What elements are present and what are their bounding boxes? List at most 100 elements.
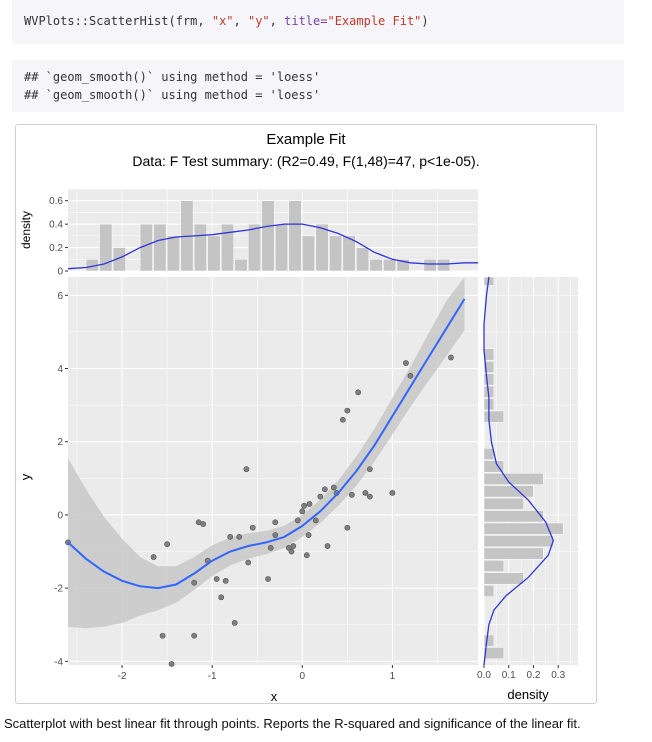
scatter-point — [159, 632, 166, 639]
scatter-point — [218, 594, 225, 601]
scatter-point — [231, 620, 238, 626]
chart-title: Example Fit — [266, 131, 346, 148]
smooth-fit-line — [67, 298, 466, 590]
scatter-point — [227, 533, 234, 540]
code-arg-x: "x" — [211, 14, 234, 28]
scatter-point — [272, 519, 279, 526]
top-y-tick-label: 0 — [57, 267, 63, 278]
right-x-tick-label: 0.3 — [551, 670, 565, 681]
top-density-label: density — [19, 211, 33, 249]
right-x-tick-label: 0.1 — [502, 670, 516, 681]
right-histogram-bar — [483, 547, 544, 560]
top-histogram-bar — [329, 235, 343, 272]
right-histogram-bar — [483, 522, 564, 535]
x-tick-label: 1 — [390, 671, 396, 682]
top-histogram-bar — [112, 247, 126, 272]
right-histogram-bar — [483, 560, 505, 573]
top-histogram-bar — [288, 200, 302, 272]
scatter-point — [355, 389, 362, 396]
scatter-point — [321, 486, 328, 493]
top-histogram-bar — [234, 259, 248, 272]
scatter-point — [306, 501, 313, 507]
output-block: ## `geom_smooth()` using method = 'loess… — [12, 60, 624, 112]
scatter-point — [164, 541, 171, 548]
scatter-point — [366, 466, 373, 473]
top-y-tick-label: 0.6 — [49, 196, 63, 207]
output-line: ## `geom_smooth()` using method = 'loess… — [24, 70, 321, 84]
scatter-point — [344, 407, 351, 414]
right-histogram-bar — [483, 634, 495, 647]
code-suffix: ) — [421, 14, 429, 28]
right-histogram-bar — [483, 584, 495, 597]
scatter-point — [267, 544, 274, 551]
right-histogram-bar — [483, 497, 524, 510]
y-tick-label: -4 — [54, 657, 63, 668]
scatter-point — [272, 532, 279, 538]
top-histogram-bar — [207, 235, 221, 272]
x-tick-label: -1 — [208, 671, 217, 682]
top-histogram-bar — [193, 223, 207, 272]
scatter-point — [301, 502, 307, 509]
right-histogram-bar — [483, 572, 524, 585]
right-histogram-bar — [483, 410, 505, 423]
code-line: WVPlots::ScatterHist(frm, "x", "y", titl… — [24, 14, 429, 28]
right-x-tick-label: 0.2 — [527, 670, 541, 681]
right-histogram-bar — [483, 460, 505, 473]
code-prefix: WVPlots::ScatterHist(frm, — [24, 14, 212, 28]
scatter-point — [403, 360, 409, 366]
code-arg-y: "y" — [247, 14, 270, 28]
top-histogram-bar — [315, 223, 329, 272]
scatter-point — [200, 521, 207, 527]
code-sep: , — [233, 14, 248, 28]
scatter-point — [236, 533, 243, 540]
figure-frame: Example Fit Data: F Test summary: (R2=0.… — [15, 124, 597, 704]
scatter-point — [150, 554, 157, 560]
scatter-point — [288, 548, 295, 555]
confidence-ribbon — [68, 277, 465, 629]
right-histogram-bar — [483, 448, 495, 461]
right-density-label: density — [507, 687, 549, 702]
x-axis-label: x — [271, 689, 278, 703]
scatter-point — [366, 493, 373, 500]
right-density-curve — [483, 276, 554, 666]
scatter-point — [330, 484, 337, 491]
right-histogram-bar — [483, 360, 495, 373]
code-block-call: WVPlots::ScatterHist(frm, "x", "y", titl… — [12, 0, 624, 44]
code-title-val: "Example Fit" — [327, 14, 422, 28]
right-x-tick-label: 0.0 — [477, 670, 491, 681]
scatter-point — [344, 524, 351, 531]
top-histogram-bar — [383, 259, 397, 272]
code-sep2: , — [269, 14, 285, 28]
right-histogram-bar — [483, 510, 544, 523]
right-histogram-bar — [483, 647, 505, 660]
top-histogram-bar — [302, 235, 316, 272]
output-line: ## `geom_smooth()` using method = 'loess… — [24, 88, 321, 102]
scatter-point — [245, 559, 252, 566]
top-histogram-bar — [153, 223, 167, 272]
code-title-kw: title= — [284, 14, 328, 28]
top-histogram-bar — [423, 259, 437, 272]
scatter-point — [348, 491, 355, 498]
top-histogram: 0 0.2 0.4 0.6 — [49, 188, 478, 278]
scatter-point — [299, 508, 306, 515]
scatter-point — [294, 517, 301, 524]
x-tick-label: -2 — [118, 671, 127, 682]
top-histogram-bar — [342, 235, 356, 272]
scatter-hist-figure: Example Fit Data: F Test summary: (R2=0.… — [18, 131, 578, 704]
y-tick-label: 4 — [57, 364, 63, 375]
x-tick-label: 0 — [300, 671, 306, 682]
top-histogram-bar — [220, 223, 234, 272]
y-tick-label: 6 — [57, 291, 63, 302]
scatter-point — [312, 517, 319, 524]
top-histogram-bar — [396, 259, 410, 272]
y-tick-label: 0 — [57, 510, 63, 521]
top-histogram-bar — [139, 223, 153, 272]
y-axis-label: y — [18, 473, 33, 480]
right-histogram-bar — [483, 348, 495, 361]
scatter-point — [191, 632, 198, 639]
scatter-point — [317, 493, 324, 500]
scatter-point — [305, 532, 312, 538]
top-histogram-bar — [437, 259, 451, 272]
scatter-point — [191, 579, 198, 586]
right-histogram-bar — [483, 373, 495, 386]
